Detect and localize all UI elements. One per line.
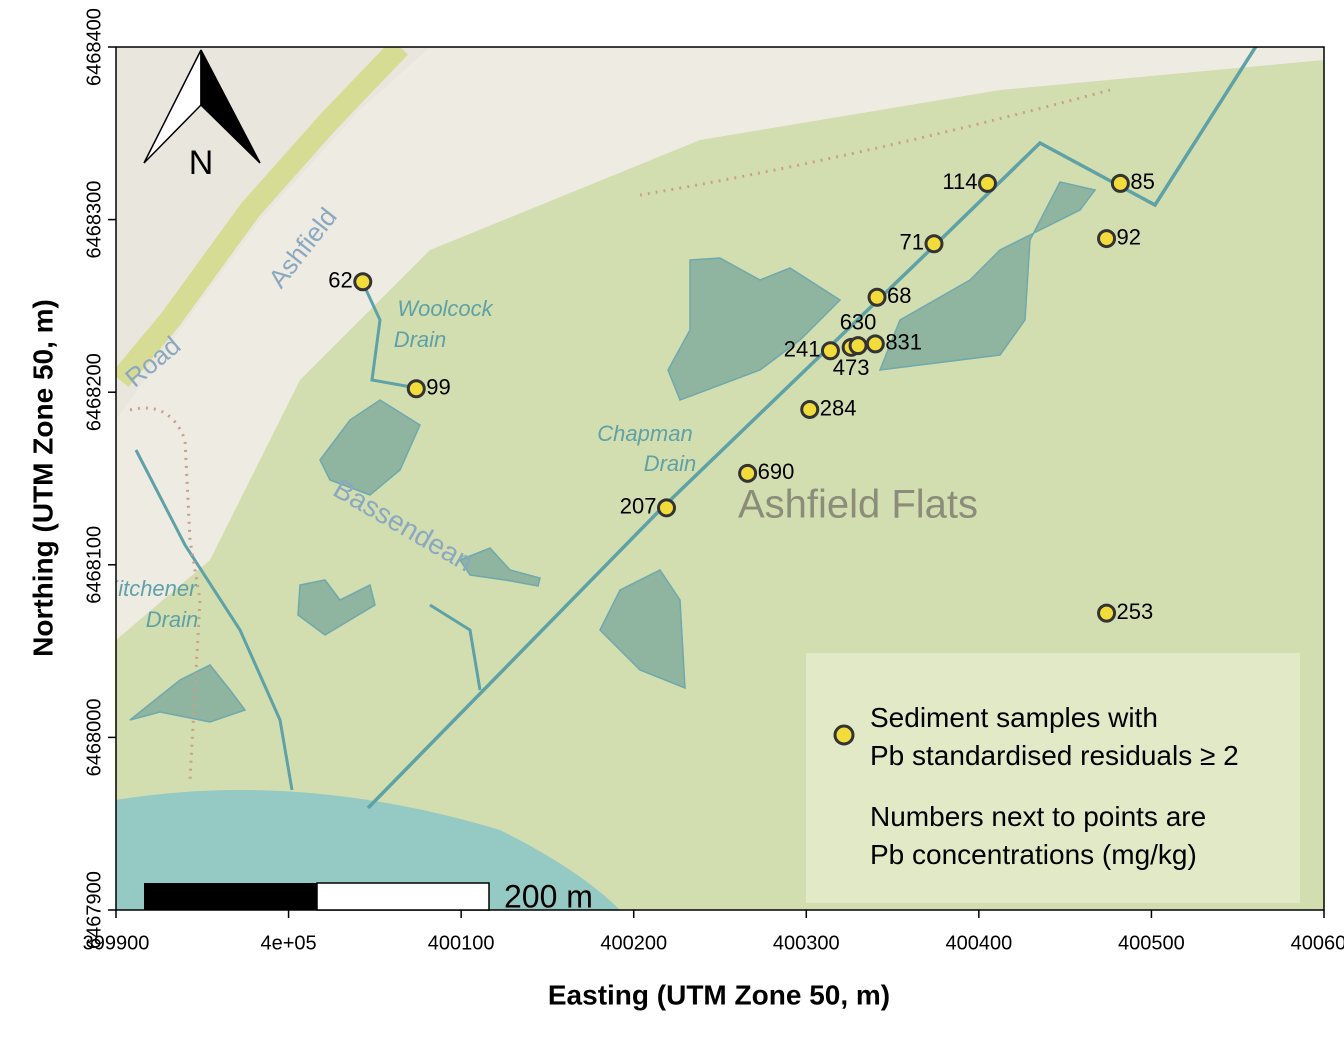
sample-point (738, 463, 758, 483)
y-tick-label: 6468000 (83, 698, 105, 776)
sample-point (657, 498, 677, 518)
point-label: 253 (1117, 599, 1154, 624)
x-tick-label: 400300 (773, 932, 840, 954)
point-label: 62 (328, 268, 352, 293)
sample-point (820, 341, 840, 361)
x-tick-label: 400400 (945, 932, 1012, 954)
legend-label: Sediment samples with Pb standardised re… (870, 702, 1239, 771)
x-tick-label: 399900 (83, 932, 150, 954)
north-label: N (189, 144, 214, 182)
legend: Sediment samples with Pb standardised re… (806, 653, 1300, 903)
y-tick-label: 6468300 (83, 181, 105, 259)
drain-label: Drain (394, 327, 447, 352)
scale-bar: 200 m (144, 878, 593, 914)
point-label: 630 (840, 309, 877, 334)
point-label: 473 (833, 355, 870, 380)
point-label: 114 (942, 169, 977, 194)
sample-point (924, 234, 944, 254)
drain-label: Chapman (597, 421, 692, 446)
legend-swatch (833, 724, 855, 746)
point-label: 85 (1130, 169, 1154, 194)
sample-point (800, 399, 820, 419)
drain-label: Woolcock (397, 296, 493, 321)
y-tick-label: 6467900 (83, 871, 105, 949)
point-label: 68 (887, 283, 911, 308)
point-label: 71 (900, 230, 924, 255)
point-label: 831 (885, 330, 922, 355)
y-tick-label: 6468400 (83, 8, 105, 86)
sample-point (1097, 229, 1117, 249)
point-label: 690 (758, 459, 795, 484)
sample-point (1097, 603, 1117, 623)
scale-label: 200 m (504, 878, 593, 914)
x-tick-label: 400500 (1118, 932, 1185, 954)
drain-label: Drain (644, 451, 697, 476)
drain-label: Drain (146, 607, 199, 632)
legend-note: Numbers next to points are Pb concentrat… (870, 801, 1207, 870)
point-label: 207 (620, 494, 657, 519)
sample-point (865, 334, 885, 354)
point-label: 99 (426, 375, 450, 400)
place-label: Ashfield Flats (738, 483, 978, 527)
drain-label: Kitchener (104, 576, 199, 601)
sample-point (406, 379, 426, 399)
y-tick-label: 6468200 (83, 353, 105, 431)
plot-frame (115, 46, 1325, 911)
x-tick-label: 400200 (600, 932, 667, 954)
sample-point (353, 272, 373, 292)
sample-point (867, 287, 887, 307)
x-tick-label: 400100 (428, 932, 495, 954)
north-arrow: N (143, 49, 261, 182)
sample-point (977, 173, 997, 193)
x-tick-label: 4e+05 (260, 932, 316, 954)
sample-point (1110, 173, 1130, 193)
sample-point (848, 336, 868, 356)
point-label: 92 (1117, 224, 1141, 249)
point-label: 241 (784, 337, 821, 362)
point-label: 284 (820, 395, 857, 420)
y-axis-title: Northing (UTM Zone 50, m) (27, 299, 58, 657)
x-axis-title: Easting (UTM Zone 50, m) (548, 979, 890, 1010)
y-tick-label: 6468100 (83, 526, 105, 604)
x-tick-label: 400600 (1291, 932, 1344, 954)
